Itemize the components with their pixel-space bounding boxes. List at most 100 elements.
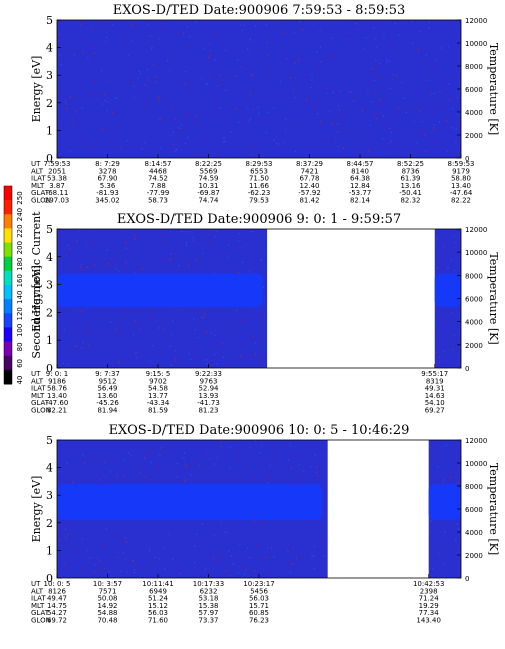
noise-pixel (211, 359, 213, 361)
y2-tick-label: 4000 (465, 109, 483, 117)
orbit-value: 8:37:29 (296, 160, 323, 168)
noise-pixel (213, 554, 215, 556)
noise-pixel (267, 572, 269, 575)
noise-pixel (123, 475, 125, 477)
noise-pixel (60, 61, 62, 64)
noise-pixel (67, 244, 69, 247)
noise-pixel (303, 452, 305, 454)
noise-pixel (285, 446, 287, 448)
noise-pixel (71, 119, 73, 121)
noise-pixel (452, 349, 454, 351)
noise-pixel (266, 482, 269, 484)
orbit-value: 60.85 (249, 609, 269, 617)
noise-pixel (208, 78, 210, 80)
orbit-row-label: GLON (31, 407, 51, 415)
noise-pixel (319, 542, 322, 544)
orbit-value: 82.14 (350, 197, 371, 205)
noise-pixel (431, 552, 433, 554)
noise-pixel (68, 570, 70, 572)
noise-pixel (446, 119, 448, 122)
noise-pixel (311, 555, 313, 557)
noise-pixel (283, 141, 285, 144)
noise-pixel (203, 313, 206, 315)
noise-pixel (155, 470, 157, 472)
noise-pixel (79, 23, 82, 25)
noise-pixel (58, 90, 60, 92)
noise-pixel (88, 561, 90, 563)
noise-pixel (259, 313, 261, 315)
noise-pixel (443, 246, 445, 248)
noise-pixel (230, 131, 232, 133)
noise-pixel (84, 523, 86, 526)
noise-pixel (267, 111, 269, 113)
noise-pixel (324, 455, 326, 457)
noise-pixel (94, 80, 96, 82)
orbit-value: 70.48 (97, 617, 117, 625)
noise-pixel (273, 139, 275, 141)
noise-pixel (104, 258, 106, 260)
noise-pixel (294, 76, 297, 78)
noise-pixel (395, 57, 397, 59)
orbit-row-label: ALT (31, 377, 44, 385)
noise-pixel (386, 148, 388, 150)
noise-pixel (216, 363, 219, 366)
noise-pixel (222, 141, 225, 143)
noise-pixel (100, 70, 103, 72)
noise-pixel (206, 363, 208, 365)
noise-pixel (370, 80, 372, 83)
noise-pixel (405, 111, 407, 114)
noise-pixel (202, 306, 204, 308)
noise-pixel (155, 66, 157, 69)
noise-pixel (131, 40, 133, 42)
orbit-value: 57.97 (198, 609, 218, 617)
noise-pixel (454, 242, 457, 244)
noise-pixel (158, 118, 160, 120)
noise-pixel (439, 91, 441, 93)
noise-pixel (413, 120, 415, 123)
noise-pixel (201, 123, 203, 125)
noise-pixel (426, 111, 428, 113)
noise-pixel (310, 465, 312, 468)
noise-pixel (248, 271, 250, 273)
y-tick-label: 1 (46, 334, 53, 347)
orbit-value: 12.84 (350, 182, 371, 190)
noise-pixel (316, 519, 318, 521)
noise-pixel (107, 100, 109, 103)
orbit-value: 10:17:33 (193, 580, 224, 588)
noise-pixel (195, 21, 197, 23)
noise-pixel (360, 86, 362, 88)
noise-pixel (214, 334, 216, 336)
noise-pixel (144, 482, 147, 484)
noise-pixel (326, 141, 328, 143)
noise-pixel (445, 444, 448, 446)
noise-pixel (244, 112, 246, 115)
noise-pixel (425, 151, 427, 153)
orbit-value: 9:15: 5 (146, 370, 171, 378)
noise-pixel (57, 231, 60, 233)
noise-pixel (214, 236, 216, 238)
noise-pixel (72, 125, 74, 127)
noise-pixel (81, 347, 83, 349)
noise-pixel (400, 87, 402, 89)
noise-pixel (89, 36, 91, 38)
noise-pixel (166, 60, 168, 62)
noise-pixel (69, 96, 71, 98)
noise-pixel (83, 333, 85, 335)
noise-pixel (314, 108, 316, 110)
noise-pixel (149, 361, 151, 363)
noise-pixel (320, 463, 322, 465)
noise-pixel (252, 20, 254, 22)
noise-pixel (290, 563, 292, 566)
orbit-value: -81.93 (96, 189, 119, 197)
noise-pixel (169, 70, 171, 72)
noise-pixel (432, 127, 435, 129)
noise-pixel (305, 527, 307, 529)
noise-pixel (241, 533, 244, 535)
noise-pixel (279, 81, 281, 83)
noise-pixel (453, 234, 455, 237)
noise-pixel (170, 253, 172, 255)
noise-pixel (249, 118, 251, 120)
noise-pixel (74, 127, 76, 129)
noise-pixel (221, 446, 223, 448)
noise-pixel (91, 525, 93, 527)
